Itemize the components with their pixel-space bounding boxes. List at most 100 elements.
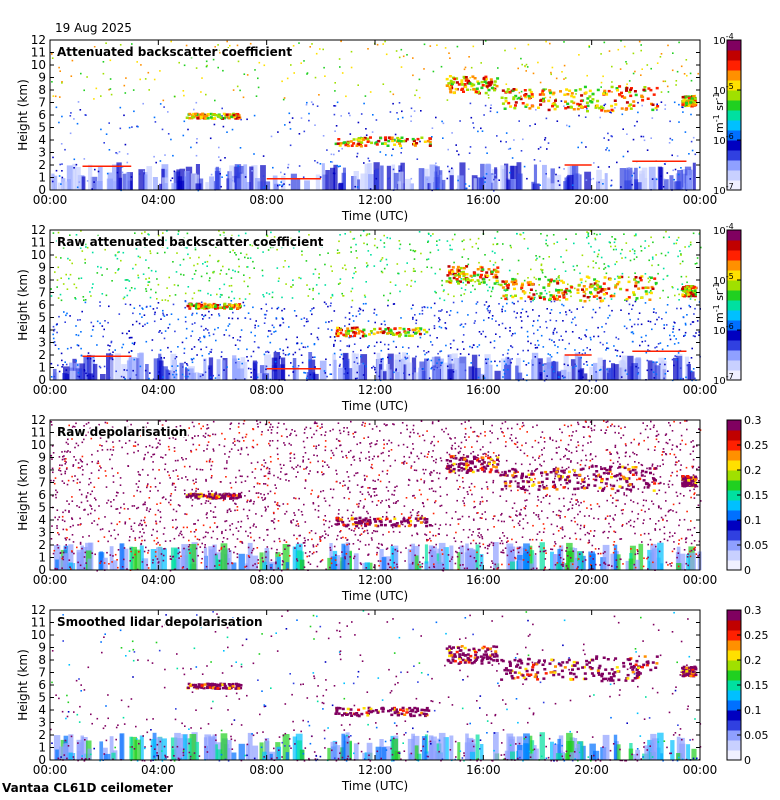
heatmap-cell <box>434 501 436 504</box>
heatmap-cell <box>256 361 258 364</box>
heatmap-cell <box>431 366 433 369</box>
colorbar-swatch <box>727 110 741 121</box>
heatmap-cell <box>551 102 555 106</box>
heatmap-cell <box>546 244 549 247</box>
heatmap-cell <box>611 309 613 312</box>
heatmap-cell <box>455 144 457 146</box>
heatmap-cell <box>642 499 645 501</box>
heatmap-cell <box>372 365 375 368</box>
heatmap-cell <box>672 52 674 54</box>
heatmap-cell <box>349 140 353 143</box>
heatmap-cell <box>381 257 384 259</box>
heatmap-cell <box>632 52 635 55</box>
heatmap-cell <box>327 305 329 308</box>
heatmap-cell <box>126 369 128 372</box>
heatmap-cell <box>183 64 186 67</box>
heatmap-cell <box>462 564 464 566</box>
heatmap-cell <box>598 306 601 309</box>
heatmap-cell <box>414 332 417 335</box>
heatmap-cell <box>106 268 108 270</box>
heatmap-cell <box>337 165 340 168</box>
heatmap-cell <box>367 320 370 322</box>
heatmap-cell <box>190 173 197 190</box>
heatmap-cell <box>229 550 231 552</box>
heatmap-cell <box>132 556 134 559</box>
heatmap-cell <box>185 367 187 369</box>
heatmap-cell <box>502 305 504 308</box>
heatmap-cell <box>287 166 289 169</box>
heatmap-cell <box>691 534 693 537</box>
heatmap-cell <box>467 263 470 266</box>
heatmap-cell <box>684 356 690 380</box>
heatmap-cell <box>383 136 387 140</box>
heatmap-cell <box>330 265 332 268</box>
heatmap-cell <box>316 336 319 339</box>
heatmap-cell <box>295 367 299 380</box>
heatmap-cell <box>690 357 693 359</box>
heatmap-cell <box>603 268 605 270</box>
heatmap-cell <box>367 48 369 50</box>
heatmap-cell <box>167 133 170 135</box>
heatmap-cell <box>435 162 437 165</box>
heatmap-cell <box>107 321 109 324</box>
heatmap-cell <box>199 305 203 308</box>
heatmap-cell <box>127 279 129 281</box>
heatmap-cell <box>487 97 490 99</box>
heatmap-cell <box>591 98 595 101</box>
heatmap-cell <box>185 44 188 47</box>
heatmap-cell <box>491 250 494 253</box>
heatmap-cell <box>350 290 352 293</box>
heatmap-cell <box>396 263 399 265</box>
heatmap-cell <box>86 374 89 377</box>
heatmap-cell <box>464 183 467 185</box>
heatmap-cell <box>644 273 647 275</box>
heatmap-cell <box>482 278 486 281</box>
heatmap-cell <box>623 493 625 496</box>
heatmap-cell <box>555 320 558 322</box>
heatmap-cell <box>689 241 692 244</box>
heatmap-cell <box>527 277 529 279</box>
heatmap-cell <box>520 150 523 152</box>
heatmap-cell <box>334 105 337 107</box>
heatmap-cell <box>360 113 363 115</box>
heatmap-cell <box>333 345 335 347</box>
heatmap-cell <box>306 318 308 320</box>
heatmap-cell <box>687 287 691 290</box>
heatmap-cell <box>500 96 504 99</box>
colorbar-swatch <box>727 170 741 181</box>
heatmap-cell <box>471 346 474 349</box>
heatmap-cell <box>687 104 691 107</box>
heatmap-cell <box>674 322 676 324</box>
heatmap-cell <box>509 244 512 247</box>
heatmap-cell <box>556 294 558 297</box>
heatmap-cell <box>319 163 322 165</box>
heatmap-cell <box>131 357 137 380</box>
heatmap-cell <box>115 495 118 497</box>
heatmap-cell <box>625 101 629 104</box>
heatmap-cell <box>61 480 64 482</box>
heatmap-cell <box>153 313 156 316</box>
heatmap-cell <box>395 346 397 348</box>
heatmap-cell <box>205 346 208 348</box>
heatmap-cell <box>488 305 490 307</box>
heatmap-cell <box>306 245 309 248</box>
heatmap-cell <box>282 318 284 320</box>
heatmap-cell <box>568 342 570 345</box>
heatmap-cell <box>298 133 301 135</box>
heatmap-cell <box>598 369 601 371</box>
heatmap-cell <box>92 283 94 285</box>
heatmap-cell <box>551 366 553 368</box>
heatmap-cell <box>589 291 592 294</box>
heatmap-cell <box>567 283 569 286</box>
heatmap-cell <box>331 556 337 570</box>
heatmap-cell <box>102 72 105 75</box>
heatmap-cell <box>486 152 488 154</box>
heatmap-cell <box>503 107 507 110</box>
heatmap-cell <box>438 239 441 241</box>
heatmap-cell <box>436 362 438 364</box>
heatmap-cell <box>117 269 119 271</box>
heatmap-cell <box>130 546 138 570</box>
heatmap-cell <box>87 558 92 570</box>
heatmap-cell <box>234 164 242 190</box>
heatmap-cell <box>245 253 248 256</box>
